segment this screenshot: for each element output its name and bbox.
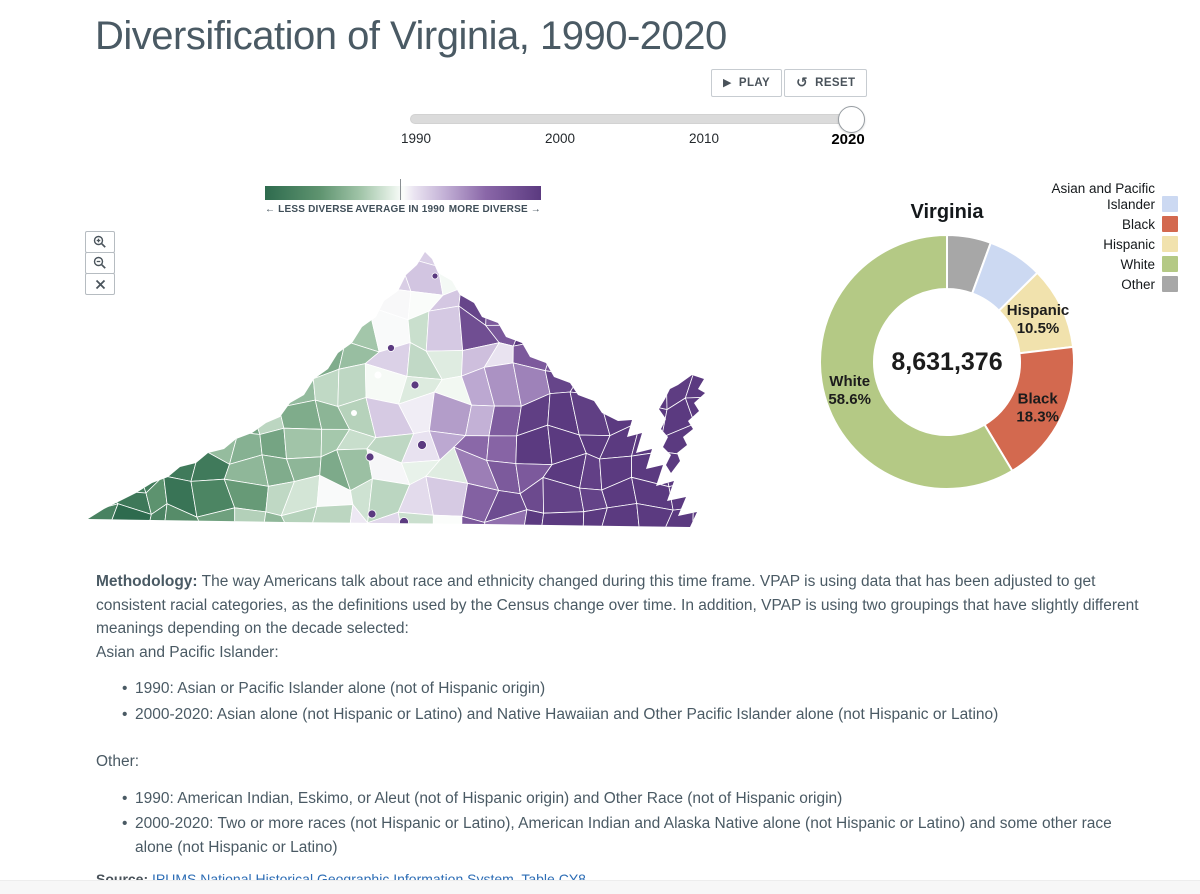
methodology-list: 1990: Asian or Pacific Islander alone (n…	[96, 677, 1146, 726]
population-donut-chart[interactable]: 8,631,376 Hispanic 10.5% Black 18.3% White 58…	[810, 212, 1150, 512]
legend-row: Asian and Pacific Islander	[1040, 181, 1178, 213]
legend-label: Black	[1121, 216, 1155, 232]
less-diverse-label: ← LESS DIVERSE	[265, 204, 354, 215]
diversity-gradient-bar	[265, 186, 541, 200]
county-mosaic[interactable]	[84, 231, 724, 541]
page-title: Diversification of Virginia, 1990-2020	[95, 14, 727, 58]
magnifier-minus-icon	[93, 256, 106, 269]
methodology-list: 1990: American Indian, Eskimo, or Aleut …	[96, 787, 1146, 860]
legend-swatch	[1162, 236, 1178, 253]
timeline-tick-2020: 2020	[831, 131, 865, 148]
methodology-heading: Methodology:	[96, 573, 198, 590]
methodology-item: 2000-2020: Asian alone (not Hispanic or …	[122, 703, 1146, 727]
close-icon	[95, 279, 105, 289]
methodology-group-label: Asian and Pacific Islander:	[96, 643, 279, 661]
donut-slice-white[interactable]	[819, 233, 1014, 490]
reset-button[interactable]: ↺ RESET	[784, 69, 868, 97]
legend-swatch	[1162, 216, 1178, 233]
footer-strip	[0, 880, 1200, 894]
reset-icon: ↺	[796, 74, 809, 90]
play-icon: ▶	[723, 76, 732, 89]
reset-label: RESET	[815, 77, 856, 89]
methodology-section: Methodology: The way Americans talk abou…	[96, 570, 1146, 861]
legend-label: Asian and Pacific Islander	[1051, 181, 1155, 212]
virginia-county-map[interactable]	[84, 231, 724, 541]
legend-row: Hispanic	[1040, 236, 1178, 253]
play-button[interactable]: ▶ PLAY	[711, 69, 783, 97]
timeline-tick-1990: 1990	[400, 131, 432, 146]
legend-swatch	[1162, 196, 1178, 213]
slice-label-white: White 58.6%	[828, 373, 871, 408]
donut-center-total: 8,631,376	[891, 348, 1002, 376]
legend-row: Black	[1040, 216, 1178, 233]
legend-swatch	[1162, 276, 1178, 293]
slice-label-black: Black 18.3%	[1016, 390, 1059, 425]
donut-title: Virginia	[910, 201, 984, 223]
legend-label: Other	[1121, 276, 1155, 292]
legend-swatch	[1162, 256, 1178, 273]
donut-legend: Asian and Pacific Islander Black Hispanic W…	[1040, 181, 1178, 296]
slice-label-hispanic: Hispanic 10.5%	[1007, 302, 1070, 337]
legend-label: Hispanic	[1103, 236, 1155, 252]
timeline-tick-2000: 2000	[544, 131, 576, 146]
legend-row: White	[1040, 256, 1178, 273]
legend-row: Other	[1040, 276, 1178, 293]
methodology-item: 2000-2020: Two or more races (not Hispan…	[122, 812, 1146, 859]
methodology-intro: The way Americans talk about race and et…	[96, 573, 1139, 637]
more-diverse-label: MORE DIVERSE →	[448, 204, 541, 215]
methodology-group-label: Other:	[96, 753, 140, 770]
map-zoom-controls	[85, 231, 115, 295]
legend-label: White	[1120, 256, 1155, 272]
methodology-item: 1990: American Indian, Eskimo, or Aleut …	[122, 787, 1146, 811]
play-label: PLAY	[738, 77, 771, 89]
methodology-item: 1990: Asian or Pacific Islander alone (n…	[122, 677, 1146, 701]
methodology-paragraph: Methodology: The way Americans talk abou…	[96, 570, 1146, 641]
timeline-tick-2010: 2010	[688, 131, 720, 146]
average-1990-tick	[400, 179, 401, 200]
zoom-in-button[interactable]	[85, 231, 115, 253]
year-slider-track[interactable]	[410, 114, 862, 124]
year-slider-handle[interactable]	[838, 106, 865, 133]
map-reset-button[interactable]	[85, 273, 115, 295]
average-1990-label: AVERAGE IN 1990	[355, 204, 445, 215]
magnifier-plus-icon	[93, 235, 106, 248]
timeline-ticks: 1990 2000 2010 2020	[396, 131, 876, 151]
zoom-out-button[interactable]	[85, 252, 115, 274]
